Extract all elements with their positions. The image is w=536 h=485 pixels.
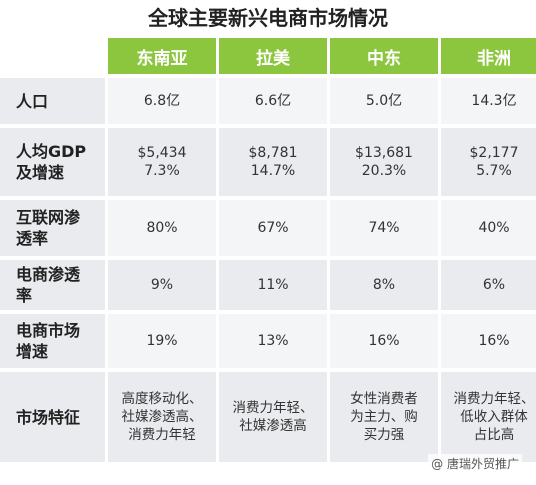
cell-value: 13% [257, 333, 289, 349]
table-cell: 13% [219, 314, 327, 368]
row-label-line: 增速 [16, 342, 49, 361]
cell-value: 5.0亿 [365, 93, 403, 109]
table-cell: 6.8亿 [108, 78, 216, 124]
row-label-ecommerce-growth: 电商市场 增速 [0, 314, 105, 368]
row-label-text: 电商渗透 率 [16, 264, 80, 306]
cell-value: $8,781 [248, 145, 298, 161]
table-cell: 女性消费者 为主力、购 买力强 [330, 372, 438, 462]
cell-value: $5,434 [137, 145, 187, 161]
row-label-line: 电商市场 [16, 321, 81, 340]
col-header-africa: 非洲 [441, 38, 536, 74]
row-label-internet-penetration: 互联网渗 透率 [0, 200, 105, 256]
table-cell: 80% [108, 200, 216, 256]
cell-value: 16% [368, 333, 400, 349]
cell-value: 16% [478, 333, 510, 349]
cell-value: 67% [257, 220, 289, 236]
cell-value: $13,681 [355, 145, 413, 161]
row-label-text: 互联网渗 透率 [16, 207, 80, 249]
cell-value: 6% [482, 277, 506, 293]
row-label-line: 及增速 [16, 163, 65, 182]
market-table: 东南亚 拉美 中东 非洲 人口 6.8亿 6.6亿 5.0亿 14.3亿 人均G… [0, 38, 536, 462]
cell-value: 9% [150, 277, 174, 293]
table-cell: 74% [330, 200, 438, 256]
row-label-line: 人均GDP [16, 142, 87, 161]
table-cell: 6.6亿 [219, 78, 327, 124]
row-label-text: 电商市场 增速 [16, 320, 80, 362]
cell-value: 14.3亿 [471, 93, 517, 109]
cell-value: 6.6亿 [254, 93, 292, 109]
table-corner [0, 38, 105, 74]
row-label-ecommerce-penetration: 电商渗透 率 [0, 260, 105, 310]
cell-value: 社媒渗透高、 [121, 409, 203, 425]
cell-value: 社媒渗透高 [239, 418, 307, 434]
table-cell: 9% [108, 260, 216, 310]
cell-value: 11% [257, 277, 289, 293]
cell-value: $2,177 [469, 145, 519, 161]
cell-value: 女性消费者 [350, 391, 418, 407]
table-cell: $8,781 14.7% [219, 128, 327, 196]
row-label-market-features: 市场特征 [0, 372, 105, 462]
cell-value: 为主力、购 [350, 409, 418, 425]
row-label-line: 透率 [16, 229, 49, 248]
cell-value: 19% [146, 333, 178, 349]
table-cell: 消费力年轻、 低收入群体 占比高 [441, 372, 536, 462]
row-label-population: 人口 [0, 78, 105, 124]
col-header-middle-east: 中东 [330, 38, 438, 74]
cell-value: 14.7% [250, 163, 296, 179]
cell-value: 74% [368, 220, 400, 236]
cell-value: 20.3% [361, 163, 407, 179]
cell-value: 低收入群体 [460, 409, 528, 425]
row-label-line: 电商渗透 [16, 265, 81, 284]
table-cell: 5.0亿 [330, 78, 438, 124]
cell-value: 80% [146, 220, 178, 236]
cell-value: 消费力年轻 [128, 427, 196, 443]
table-cell: 14.3亿 [441, 78, 536, 124]
watermark: @ 唐瑞外贸推广 [428, 454, 522, 473]
col-header-southeast-asia: 东南亚 [108, 38, 216, 74]
cell-value: 6.8亿 [143, 93, 181, 109]
table-cell: 67% [219, 200, 327, 256]
table-cell: 高度移动化、 社媒渗透高、 消费力年轻 [108, 372, 216, 462]
cell-value: 消费力年轻、 [453, 391, 535, 407]
row-label-gdp-per-capita: 人均GDP 及增速 [0, 128, 105, 196]
table-cell: 消费力年轻、 社媒渗透高 [219, 372, 327, 462]
cell-value: 高度移动化、 [121, 391, 203, 407]
cell-value: 40% [478, 220, 510, 236]
cell-value: 占比高 [473, 427, 515, 443]
cell-value: 7.3% [144, 163, 180, 179]
table-cell: 16% [441, 314, 536, 368]
table-cell: 40% [441, 200, 536, 256]
table-cell: 11% [219, 260, 327, 310]
row-label-text: 人均GDP 及增速 [16, 141, 86, 183]
cell-value: 5.7% [476, 163, 512, 179]
table-cell: $5,434 7.3% [108, 128, 216, 196]
cell-value: 消费力年轻、 [232, 400, 314, 416]
table-cell: $2,177 5.7% [441, 128, 536, 196]
row-label-line: 互联网渗 [16, 208, 81, 227]
table-title: 全球主要新兴电商市场情况 [148, 6, 388, 30]
cell-value: 8% [372, 277, 396, 293]
table-cell: 19% [108, 314, 216, 368]
col-header-latin-america: 拉美 [219, 38, 327, 74]
cell-value: 买力强 [363, 427, 405, 443]
table-cell: $13,681 20.3% [330, 128, 438, 196]
table-cell: 6% [441, 260, 536, 310]
table-cell: 8% [330, 260, 438, 310]
row-label-line: 率 [16, 286, 33, 305]
table-cell: 16% [330, 314, 438, 368]
